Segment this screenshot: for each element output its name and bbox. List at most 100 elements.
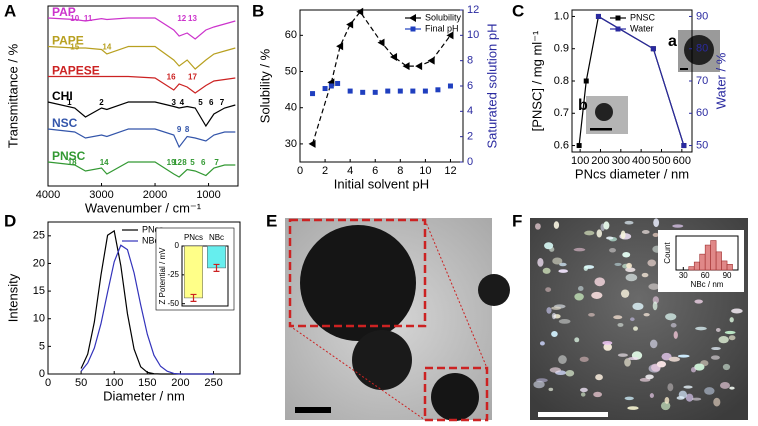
particle (609, 248, 616, 253)
marker (446, 31, 454, 40)
particle (542, 267, 551, 274)
marker (650, 46, 656, 52)
legend-marker (615, 15, 621, 21)
histogram-bar (715, 251, 722, 271)
x-tick-label: 4000 (36, 189, 60, 201)
legend-label: PNSC (630, 12, 656, 22)
histogram-bar (710, 240, 717, 271)
peak-label: 10 (70, 14, 79, 23)
series-line (47, 128, 236, 149)
peak-label: 5 (198, 98, 203, 107)
peak-label: 19 (167, 158, 176, 167)
y-tick-label: 25 (33, 230, 45, 242)
category-label: NBc (209, 233, 224, 242)
histogram-bar (704, 244, 711, 271)
legend-label: Final pH (425, 23, 459, 33)
panel-label: F (512, 211, 522, 230)
histogram-bar (726, 264, 733, 271)
particle (685, 393, 694, 402)
marker (310, 91, 316, 97)
x-tick-label: 0 (45, 377, 51, 389)
series-name: NSC (52, 116, 78, 130)
peak-label: 1 (67, 98, 72, 107)
particle (695, 326, 707, 331)
series-line (47, 17, 236, 40)
legend-label: Solubility (425, 12, 462, 22)
x-tick-label: 300 (612, 155, 630, 167)
error-bar (190, 293, 197, 302)
category-label: PNcs (184, 233, 203, 242)
particle (715, 328, 721, 332)
x-tick-label: 30 (679, 271, 688, 280)
particle (549, 367, 562, 373)
particle (650, 339, 658, 349)
particle (537, 258, 544, 267)
peak-label: 12 (173, 158, 182, 167)
series-line (47, 161, 236, 178)
panel-label: E (266, 211, 277, 230)
y-tick-label: -50 (167, 299, 179, 308)
y2-axis-label: Water / % (713, 52, 728, 109)
particle (667, 383, 674, 392)
panel-label: C (512, 1, 524, 20)
panel-label: B (252, 1, 264, 20)
marker (356, 7, 364, 16)
particle (694, 299, 703, 304)
particle (720, 382, 730, 389)
peak-label: 8 (185, 125, 190, 134)
marker (447, 83, 453, 89)
particle (593, 391, 603, 398)
particle (694, 363, 705, 371)
plot-frame (47, 221, 241, 375)
histogram-bar (688, 266, 695, 271)
particle (591, 291, 603, 299)
marker (415, 62, 423, 71)
peak-label: 2 (99, 98, 104, 107)
series-name: PAP (52, 5, 76, 19)
particle (584, 230, 595, 236)
particle (724, 330, 736, 335)
particle (664, 397, 670, 404)
y2-tick-label: 70 (696, 75, 708, 87)
peak-label: 18 (68, 158, 77, 167)
particle (546, 307, 552, 314)
particle (672, 224, 684, 228)
x-axis-label: PNcs diameter / nm (575, 166, 689, 181)
series-name: PNSC (52, 149, 86, 163)
peak-label: 8 (182, 158, 187, 167)
legend-label: Water (630, 23, 654, 33)
marker (681, 143, 687, 149)
y-tick-label: 0.6 (554, 139, 569, 151)
marker (346, 20, 354, 29)
series-line (80, 244, 214, 375)
particle (595, 374, 603, 381)
y-axis-label: Transmittance / % (5, 43, 20, 148)
particle (691, 397, 702, 401)
particle (656, 360, 667, 368)
particle (660, 401, 671, 411)
peak-label: 3 (172, 98, 177, 107)
particle (625, 273, 638, 282)
particle (620, 230, 626, 240)
y2-tick-label: 2 (467, 131, 473, 143)
particle (729, 317, 734, 323)
peak-label: 6 (209, 98, 214, 107)
particle (613, 315, 623, 320)
particle (628, 356, 639, 361)
peak-label: 7 (214, 158, 219, 167)
error-bar (213, 263, 220, 272)
x-tick-label: 500 (652, 155, 670, 167)
y-tick-label: 1.0 (554, 10, 569, 22)
particle (606, 236, 614, 240)
panel-label: A (4, 1, 16, 20)
marker (335, 80, 341, 86)
x-axis-label: NBc / nm (691, 280, 724, 289)
y-tick-label: 40 (285, 102, 297, 114)
particle (580, 387, 588, 393)
marker (422, 88, 428, 94)
x-tick-label: 90 (723, 271, 732, 280)
particle (552, 257, 563, 265)
x-tick-label: 50 (75, 377, 87, 389)
y-tick-label: 20 (33, 257, 45, 269)
